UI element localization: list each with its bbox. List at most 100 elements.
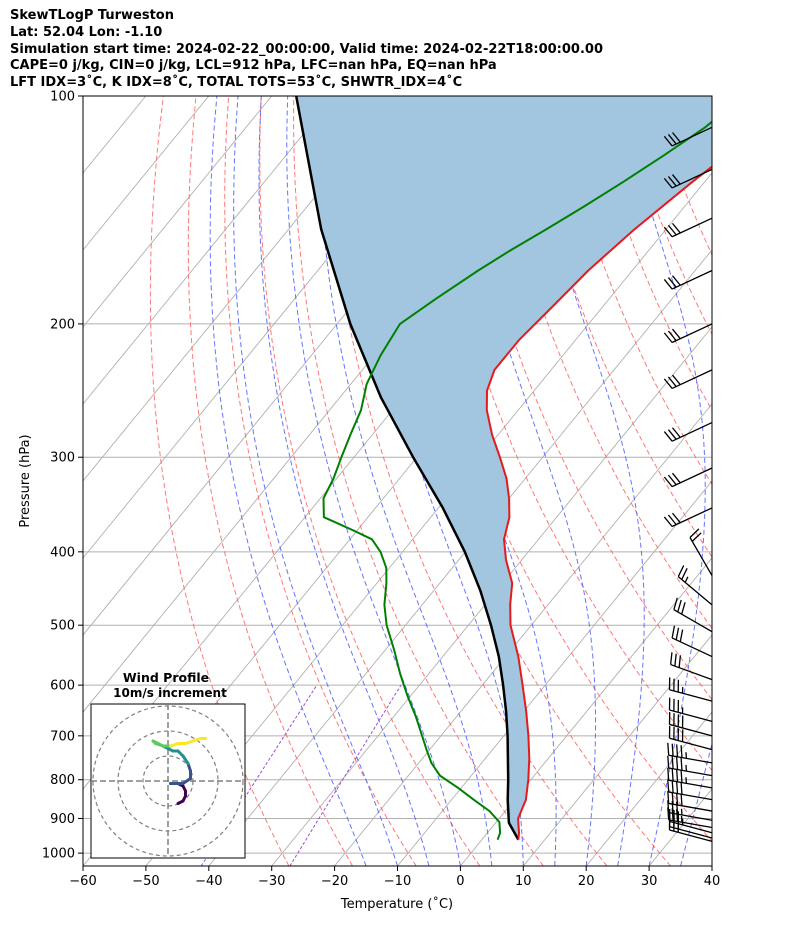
dry-adiabat-line: [750, 96, 794, 866]
isotherm-line: [83, 96, 335, 405]
wind-barb: [663, 269, 713, 290]
wind-barb-flag: [671, 275, 681, 286]
wind-barb-staff: [669, 709, 713, 723]
wind-barb-flag: [667, 429, 677, 440]
wind-barb-staff: [669, 820, 713, 834]
dry-adiabat-line: [782, 96, 794, 866]
wind-barb: [668, 677, 713, 702]
wind-barb-staff: [671, 369, 713, 390]
wind-barb-staff: [671, 217, 713, 238]
wind-barb-flag: [675, 627, 680, 640]
dry-adiabat-line: [553, 96, 712, 486]
wind-barb-staff: [670, 663, 713, 681]
dry-adiabat-line: [391, 96, 712, 842]
header-cape-line: CAPE=0 j/kg, CIN=0 j/kg, LCL=912 hPa, LF…: [10, 58, 497, 74]
x-tick-label: 30: [641, 874, 658, 889]
wind-barb-flag: [663, 135, 673, 147]
wind-barb: [677, 565, 713, 606]
hodograph: Wind Profile 10m/s increment: [90, 670, 246, 859]
hodograph-trace: [151, 737, 207, 805]
wind-barb: [667, 779, 713, 801]
y-axis-label: Pressure (hPa): [18, 434, 33, 527]
wind-barb-flag: [676, 769, 679, 782]
wind-barb: [663, 369, 713, 390]
mixing-ratio-line: [200, 684, 318, 866]
wind-barb-flag: [679, 629, 684, 642]
wind-barb-flag: [671, 780, 674, 793]
wind-barb-flag: [667, 779, 670, 793]
wind-barb: [667, 791, 713, 812]
y-tick-label: 200: [50, 317, 75, 332]
moist-adiabat-line: [209, 96, 367, 866]
wind-barb-flag: [671, 472, 681, 484]
header-station: SkewTLogP Turweston: [10, 8, 174, 23]
x-tick-label: −10: [384, 874, 411, 889]
mixing-ratio-line: [289, 684, 402, 866]
wind-barb: [663, 507, 713, 528]
wind-barb-flag: [671, 625, 676, 639]
x-tick-label: 10: [515, 874, 532, 889]
wind-barb-flag: [671, 512, 681, 524]
wind-barb: [667, 755, 713, 777]
moist-adiabat-line: [286, 96, 461, 866]
dry-adiabat-line: [423, 96, 712, 772]
y-tick-label: 700: [50, 729, 75, 744]
moist-adiabat-line: [617, 96, 706, 866]
wind-barb-flag: [663, 516, 673, 527]
wind-barb-flag: [676, 792, 679, 806]
wind-barb-staff: [668, 754, 713, 764]
isotherm-line: [271, 326, 712, 866]
wind-barb-flag: [677, 599, 682, 613]
wind-barb-flag: [667, 176, 677, 187]
chart-header: SkewTLogP Turweston Lat: 52.04 Lon: -1.1…: [10, 8, 603, 92]
wind-barb-flag: [663, 226, 673, 238]
wind-barb-flag: [667, 277, 677, 288]
wind-barb-flag: [667, 224, 677, 236]
wind-barb-staff: [668, 802, 713, 812]
wind-barb: [663, 421, 713, 442]
wind-barb-flag: [671, 791, 674, 805]
wind-barb-flag: [671, 132, 681, 143]
wind-barb-flag: [671, 743, 674, 757]
hodograph-title: Wind Profile: [123, 670, 209, 685]
dewpoint-line: [322, 120, 712, 841]
wind-barb-flag: [663, 378, 673, 389]
x-tick-label: −30: [258, 874, 285, 889]
wind-barb-flag: [667, 514, 677, 526]
wind-barb-staff: [671, 269, 713, 290]
dry-adiabat-line: [149, 96, 290, 866]
moist-adiabat-line: [317, 96, 493, 866]
moist-adiabat-line: [258, 96, 430, 866]
moist-adiabat-line: [353, 96, 524, 866]
wind-barb: [663, 323, 713, 344]
wind-barb-flag: [663, 279, 673, 290]
wind-barb-flag: [671, 328, 681, 340]
wind-barb-staff: [671, 168, 713, 189]
y-tick-label: 800: [50, 773, 75, 788]
isotherm-line: [83, 96, 272, 328]
wind-barb: [671, 625, 713, 658]
wind-barbs: [663, 126, 713, 843]
wind-barb-flag: [680, 770, 683, 783]
isotherm-line: [585, 711, 712, 866]
wind-barb-flag: [667, 134, 677, 145]
wind-barb-flag: [680, 745, 683, 758]
wind-barb-flag: [678, 655, 682, 668]
wind-barb-flag: [667, 755, 670, 769]
x-tick-label: 0: [456, 874, 464, 889]
wind-barb-flag: [671, 768, 674, 782]
isotherm-line: [83, 96, 210, 251]
wind-barb-staff: [677, 576, 713, 606]
wind-barb-staff: [673, 609, 713, 633]
header-times: Simulation start time: 2024-02-22_00:00:…: [10, 41, 603, 57]
wind-barb-flag: [663, 332, 673, 343]
wind-barb: [670, 652, 713, 681]
header-index-line: LFT IDX=3˚C, K IDX=8˚C, TOTAL TOTS=53˚C,…: [10, 75, 463, 91]
wind-barb: [663, 467, 713, 488]
dry-adiabat-line: [717, 96, 794, 866]
wind-barb-flag: [681, 568, 688, 580]
wind-barb-staff: [669, 829, 713, 843]
moist-adiabat-line: [524, 96, 645, 866]
wind-barb-flag: [667, 376, 677, 387]
